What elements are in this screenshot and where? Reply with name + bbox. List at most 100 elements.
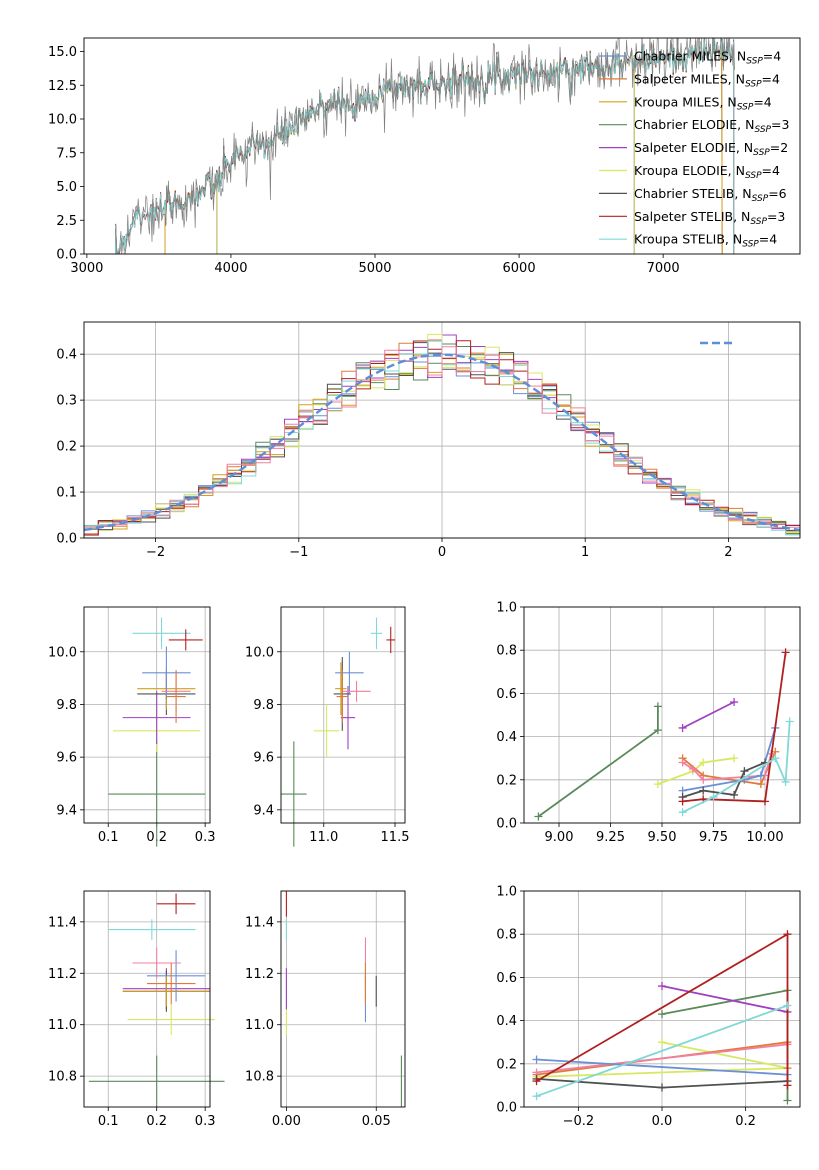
y-tick-label: 0.4 — [496, 1014, 517, 1029]
x-tick-label: 0.00 — [272, 1114, 301, 1129]
axes-frame — [83, 890, 211, 1108]
errorbar-point — [108, 919, 196, 940]
y-tick-label: 0.4 — [496, 730, 517, 745]
x-tick-label: −1 — [289, 545, 308, 560]
errorbar-point — [88, 1055, 225, 1107]
errorbar-plot-area — [285, 891, 402, 1107]
x-tick-label: 11.0 — [309, 830, 338, 845]
axes-frame — [280, 890, 406, 1108]
legend-entry: Salpeter ELODIE, NSSP=2 — [634, 140, 788, 158]
x-tick-label: 7000 — [647, 261, 680, 276]
x-tick-label: 2 — [724, 545, 732, 560]
y-tick-label: 9.6 — [56, 751, 77, 766]
y-tick-label: 0.0 — [496, 817, 517, 832]
weight-marker — [678, 797, 687, 806]
weight-marker — [699, 758, 708, 767]
weight-series — [534, 702, 662, 821]
weight-line — [682, 652, 787, 803]
x-tick-label: 0.0 — [652, 1114, 673, 1129]
legend-entry: Chabrier ELODIE, NSSP=3 — [634, 117, 789, 135]
x-tick-label: 5000 — [358, 261, 391, 276]
x-tick-label: 0.3 — [195, 830, 216, 845]
weight-marker — [678, 758, 687, 767]
y-tick-label: 2.5 — [56, 214, 77, 229]
errorbar-point — [132, 617, 191, 650]
y-tick-label: 1.0 — [496, 885, 517, 900]
weight-marker — [653, 726, 662, 735]
errorbar-plot-area — [281, 617, 396, 847]
y-tick-label: 9.4 — [56, 803, 77, 818]
y-tick-label: 10.0 — [48, 113, 77, 128]
errorbar-point — [370, 617, 383, 650]
errorbar-point — [147, 963, 196, 1005]
errorbar-plot-area — [88, 893, 225, 1107]
errorbar-point — [142, 646, 191, 700]
errorbar-point — [386, 626, 396, 654]
axes-frame — [83, 321, 801, 539]
normal-curve-line — [84, 353, 800, 532]
weight-marker — [730, 698, 739, 707]
x-tick-label: 9.00 — [545, 830, 574, 845]
y-tick-label: 9.4 — [253, 803, 274, 818]
y-tick-label: 1.0 — [496, 601, 517, 616]
legend-entry: Kroupa STELIB, NSSP=4 — [634, 232, 777, 250]
y-tick-label: 7.5 — [56, 146, 77, 161]
y-tick-label: 11.4 — [48, 915, 77, 930]
weight-marker — [653, 780, 662, 789]
y-tick-label: 11.4 — [245, 915, 274, 930]
y-tick-label: 0.2 — [496, 1057, 517, 1072]
weight-marker — [740, 767, 749, 776]
errorbar-point — [335, 651, 364, 694]
weight-marker — [658, 1083, 666, 1092]
x-tick-label: 6000 — [503, 261, 536, 276]
weight-series — [678, 648, 790, 806]
y-tick-label: 11.0 — [48, 1018, 77, 1033]
x-tick-label: 0.1 — [98, 830, 119, 845]
y-tick-label: 15.0 — [48, 45, 77, 60]
weight-marker — [532, 1077, 541, 1086]
spectrum-plot-area — [115, 38, 735, 254]
errorbar-point — [127, 1004, 215, 1035]
y-tick-label: 0.8 — [496, 644, 517, 659]
y-tick-label: 12.5 — [48, 79, 77, 94]
x-tick-label: 9.75 — [699, 830, 728, 845]
errorbar-point — [342, 680, 371, 702]
errorbar-point — [122, 691, 191, 744]
axes-frame — [280, 606, 406, 824]
x-tick-label: −0.2 — [563, 1114, 595, 1129]
x-tick-label: 0.3 — [195, 1114, 216, 1129]
errorbar-point — [281, 741, 307, 847]
y-tick-label: 0.2 — [56, 440, 77, 455]
observed-spectrum-line — [115, 38, 735, 254]
errorbar-plot-area — [108, 617, 206, 847]
x-tick-label: 4000 — [214, 261, 247, 276]
y-tick-label: 10.0 — [245, 645, 274, 660]
x-tick-label: 0.05 — [362, 1114, 391, 1129]
y-tick-label: 0.8 — [496, 928, 517, 943]
errorbar-point — [132, 947, 181, 979]
y-tick-label: 0.4 — [56, 348, 77, 363]
x-tick-label: 0.1 — [98, 1114, 119, 1129]
legend-entry: Salpeter STELIB, NSSP=3 — [634, 209, 785, 227]
weight-series — [532, 930, 792, 1090]
y-tick-label: 0.0 — [496, 1101, 517, 1116]
y-tick-label: 11.0 — [245, 1018, 274, 1033]
x-tick-label: 0 — [438, 545, 446, 560]
weight-marker — [781, 777, 790, 786]
weight-line — [536, 1004, 788, 1098]
x-tick-label: 9.25 — [596, 830, 625, 845]
x-tick-label: 9.50 — [648, 830, 677, 845]
x-tick-label: 3000 — [70, 261, 103, 276]
weight-marker — [730, 754, 739, 763]
weight-marker — [699, 775, 708, 784]
legend-entry: Kroupa ELODIE, NSSP=4 — [634, 163, 780, 181]
weight-marker — [783, 930, 792, 939]
y-tick-label: 0.6 — [496, 971, 517, 986]
weight-series — [532, 1001, 792, 1101]
weight-line — [682, 701, 735, 729]
y-tick-label: 0.0 — [56, 248, 77, 263]
weight-line — [661, 985, 788, 1013]
weight-plot-area — [532, 930, 792, 1105]
y-tick-label: 0.3 — [56, 394, 77, 409]
weight-marker — [658, 1010, 666, 1019]
